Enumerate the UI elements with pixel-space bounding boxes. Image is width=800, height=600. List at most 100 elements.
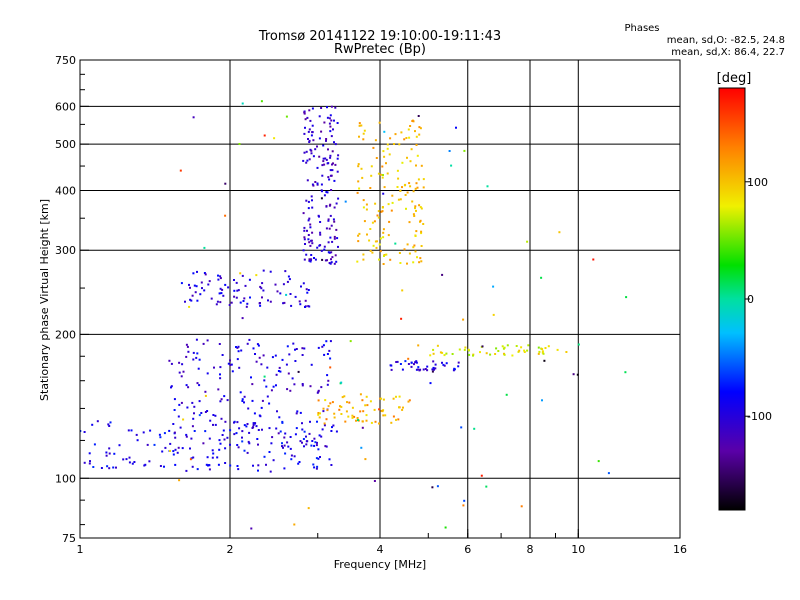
data-point: [410, 365, 413, 368]
data-point: [311, 124, 314, 127]
data-point: [426, 369, 429, 372]
grid: [80, 60, 680, 538]
data-point: [309, 385, 312, 388]
data-point: [506, 344, 509, 347]
data-point: [328, 458, 331, 461]
data-point: [378, 408, 381, 411]
data-point: [325, 158, 328, 161]
x-tick-label: 16: [673, 543, 687, 556]
data-point: [577, 343, 580, 346]
data-point: [106, 465, 109, 468]
data-point: [291, 377, 294, 380]
data-point: [170, 386, 172, 389]
data-point: [327, 148, 329, 151]
data-point: [286, 388, 289, 391]
data-point: [327, 241, 330, 244]
data-point: [301, 441, 303, 444]
data-point: [390, 368, 393, 371]
data-point: [275, 384, 277, 387]
data-point: [202, 442, 205, 445]
data-point: [296, 410, 299, 413]
data-point: [189, 286, 191, 289]
x-tick-label: 6: [464, 543, 471, 556]
data-point: [260, 287, 263, 290]
data-point: [331, 240, 334, 243]
data-point: [625, 296, 628, 299]
data-point: [207, 464, 209, 467]
data-point: [375, 246, 378, 249]
data-point: [382, 414, 385, 417]
data-point: [327, 379, 330, 382]
data-point: [300, 285, 302, 288]
data-point: [398, 143, 401, 146]
data-point: [233, 279, 235, 281]
data-point: [479, 351, 481, 354]
data-point: [415, 144, 418, 146]
data-point: [497, 350, 500, 352]
data-point: [320, 107, 323, 109]
data-point: [329, 174, 332, 177]
data-point: [217, 388, 220, 391]
data-point: [327, 162, 330, 165]
data-point: [301, 354, 304, 356]
data-point: [415, 164, 417, 167]
data-point: [136, 439, 139, 442]
data-point: [313, 437, 316, 440]
data-point: [369, 228, 372, 230]
data-point: [269, 300, 272, 303]
data-point: [303, 229, 306, 232]
data-point: [303, 258, 306, 261]
data-point: [323, 353, 326, 356]
data-point: [159, 436, 162, 439]
data-point: [418, 261, 421, 264]
data-point: [243, 424, 246, 427]
data-point: [398, 395, 401, 398]
data-point: [414, 250, 417, 253]
data-point: [307, 200, 310, 203]
data-point: [374, 202, 377, 205]
data-point: [198, 384, 201, 387]
data-point: [505, 393, 508, 396]
data-point: [142, 431, 145, 434]
data-point: [261, 282, 264, 285]
data-point: [326, 383, 329, 386]
data-point: [173, 431, 176, 434]
data-point: [192, 351, 195, 354]
data-point: [303, 430, 306, 433]
data-point: [310, 134, 313, 137]
data-point: [397, 177, 400, 180]
data-point: [252, 424, 255, 426]
data-point: [381, 210, 384, 213]
data-point: [331, 426, 333, 429]
data-point: [246, 342, 249, 345]
data-point: [336, 157, 339, 160]
data-point: [328, 122, 331, 125]
data-point: [308, 259, 311, 262]
data-point: [399, 363, 402, 365]
data-point: [112, 466, 115, 469]
data-point: [243, 401, 245, 404]
data-point: [431, 368, 434, 371]
data-point: [259, 415, 262, 418]
data-point: [390, 209, 393, 212]
data-point: [526, 349, 529, 352]
data-point: [370, 421, 373, 424]
data-point: [284, 270, 287, 273]
data-point: [88, 462, 91, 465]
data-point: [233, 421, 235, 424]
data-point: [262, 269, 265, 272]
data-point: [518, 349, 521, 352]
data-point: [243, 395, 246, 398]
data-point: [329, 130, 332, 133]
data-point: [233, 289, 236, 292]
data-point: [462, 318, 465, 321]
data-point: [395, 361, 398, 363]
data-point: [433, 368, 435, 371]
data-point: [333, 141, 335, 144]
data-point: [362, 206, 365, 209]
data-point: [452, 369, 455, 372]
data-point: [362, 253, 365, 256]
data-point: [335, 430, 338, 433]
data-point: [158, 433, 161, 436]
data-point: [360, 124, 363, 127]
